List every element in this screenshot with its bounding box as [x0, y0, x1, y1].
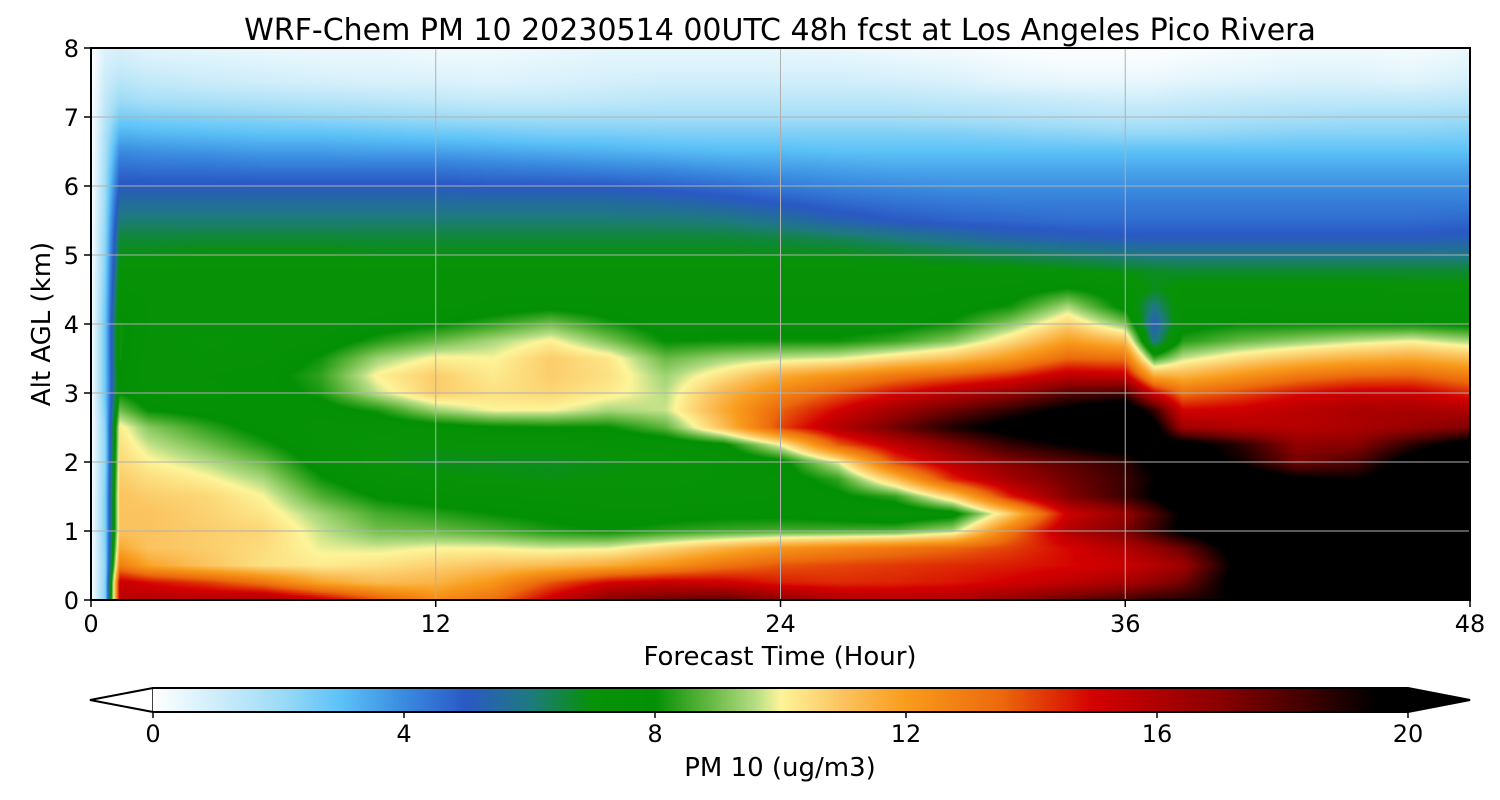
x-tick-label: 36 [1110, 610, 1141, 638]
colorbar-tick-label: 0 [145, 720, 160, 748]
colorbar-tick-label: 20 [1393, 720, 1424, 748]
colorbar-label: PM 10 (ug/m3) [684, 753, 876, 783]
chart-title: WRF-Chem PM 10 20230514 00UTC 48h fcst a… [244, 13, 1316, 48]
x-tick-label: 12 [420, 610, 451, 638]
x-tick-label: 0 [83, 610, 98, 638]
y-tick-label: 8 [64, 35, 79, 63]
colorbar-tick-label: 8 [647, 720, 662, 748]
colorbar-tick-label: 12 [891, 720, 922, 748]
y-axis: 0 1 2 3 4 5 6 7 8 [64, 35, 91, 615]
y-tick-label: 4 [64, 311, 79, 339]
colorbar-tick-label: 4 [396, 720, 411, 748]
y-tick-label: 3 [64, 380, 79, 408]
x-axis: 0 12 24 36 48 [83, 600, 1485, 638]
colorbar-gradient [153, 688, 1408, 712]
y-tick-label: 5 [64, 242, 79, 270]
colorbar: 0 4 8 12 16 20 PM 10 (ug/m3) [89, 687, 1471, 783]
x-tick-label: 48 [1455, 610, 1486, 638]
y-tick-label: 0 [64, 587, 79, 615]
y-tick-label: 7 [64, 104, 79, 132]
x-axis-label: Forecast Time (Hour) [643, 642, 916, 672]
y-tick-label: 1 [64, 518, 79, 546]
y-tick-label: 2 [64, 449, 79, 477]
x-tick-label: 24 [765, 610, 796, 638]
colorbar-extend-high [1407, 687, 1471, 713]
colorbar-tick-label: 16 [1142, 720, 1173, 748]
colorbar-extend-low [89, 687, 154, 713]
colorbar-ticks: 0 4 8 12 16 20 [145, 712, 1423, 748]
y-axis-label: Alt AGL (km) [27, 242, 57, 406]
y-tick-label: 6 [64, 173, 79, 201]
